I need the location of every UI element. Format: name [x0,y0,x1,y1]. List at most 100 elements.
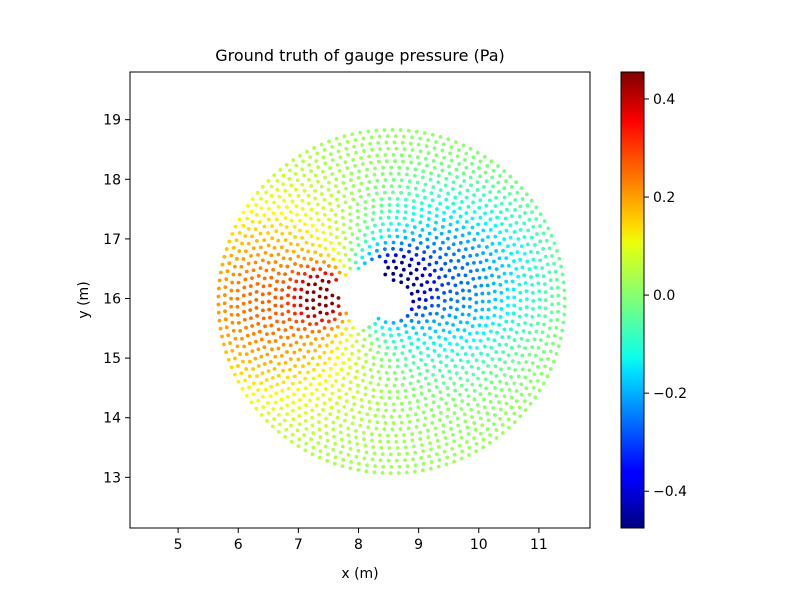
data-point [532,372,537,377]
data-point [481,397,486,402]
data-point [425,163,429,168]
data-point [460,266,465,270]
data-point [303,376,307,381]
data-point [337,312,342,316]
data-point [488,329,493,334]
data-point [263,387,268,392]
data-point [280,288,285,292]
data-point [418,136,423,141]
data-point [477,166,481,170]
data-point [506,353,511,358]
data-point [350,132,355,137]
data-point [332,434,337,439]
data-point [493,386,497,390]
data-point [301,159,306,164]
data-point [234,256,239,261]
data-point [296,327,301,332]
data-point [370,457,375,462]
data-point [382,427,387,432]
data-point [416,142,421,147]
data-point [475,253,479,257]
data-point [316,218,321,222]
data-point [387,358,392,363]
data-point [494,267,499,272]
data-point [466,312,471,317]
data-point [386,228,391,232]
data-point [410,148,415,152]
data-point [475,346,479,350]
data-point [283,238,288,243]
data-point [322,197,327,202]
data-point [269,275,274,280]
data-point [488,228,493,232]
data-point [246,226,251,231]
data-point [353,163,357,168]
data-point [324,416,328,421]
data-point [342,404,347,409]
data-point [407,154,412,158]
data-point [370,147,374,152]
data-point [342,263,347,268]
data-point [375,178,380,183]
data-point [507,387,512,392]
data-point [305,229,310,234]
data-point [499,367,503,372]
data-point [375,401,380,406]
colorbar-tick-label: −0.2 [653,386,687,402]
data-point [438,134,443,139]
data-point [288,241,293,246]
data-point [464,219,469,224]
data-point [323,271,328,276]
data-point [336,204,341,208]
data-point [502,237,507,242]
data-point [239,264,244,269]
data-point [300,279,305,284]
data-point [258,266,263,271]
data-point [543,254,548,259]
data-point [302,342,307,347]
data-point [279,304,284,309]
data-point [228,341,232,345]
data-point [276,373,281,378]
data-point [508,223,513,227]
data-point [320,336,325,341]
data-point [464,165,469,170]
data-point [437,353,441,358]
y-tick-label: 19 [103,113,121,129]
data-point [286,285,291,290]
data-point [395,446,400,450]
data-point [504,411,508,416]
data-point [371,388,376,392]
x-axis-label: x (m) [341,566,378,582]
data-point [304,298,309,303]
data-point [314,159,319,163]
data-point [383,272,388,277]
data-point [535,273,539,278]
data-point [290,381,295,386]
data-point [295,428,300,433]
data-point [218,270,223,275]
data-point [250,349,255,354]
data-point [476,366,481,371]
data-point [237,272,242,277]
data-point [527,392,532,397]
data-point [417,161,421,166]
colorbar-tick-label: 0.2 [653,190,675,206]
data-point [330,383,335,388]
data-point [432,268,437,273]
data-point [313,348,317,353]
data-point [461,171,466,176]
data-point [254,212,259,217]
data-point [413,450,418,455]
data-point [337,169,342,173]
data-point [335,197,339,202]
data-point [427,454,431,459]
data-point [494,195,498,200]
data-point [410,438,415,443]
data-point [455,175,460,179]
data-point [452,452,457,457]
data-point [302,256,307,261]
data-point [259,245,263,250]
data-point [405,185,410,190]
data-point [291,158,296,163]
